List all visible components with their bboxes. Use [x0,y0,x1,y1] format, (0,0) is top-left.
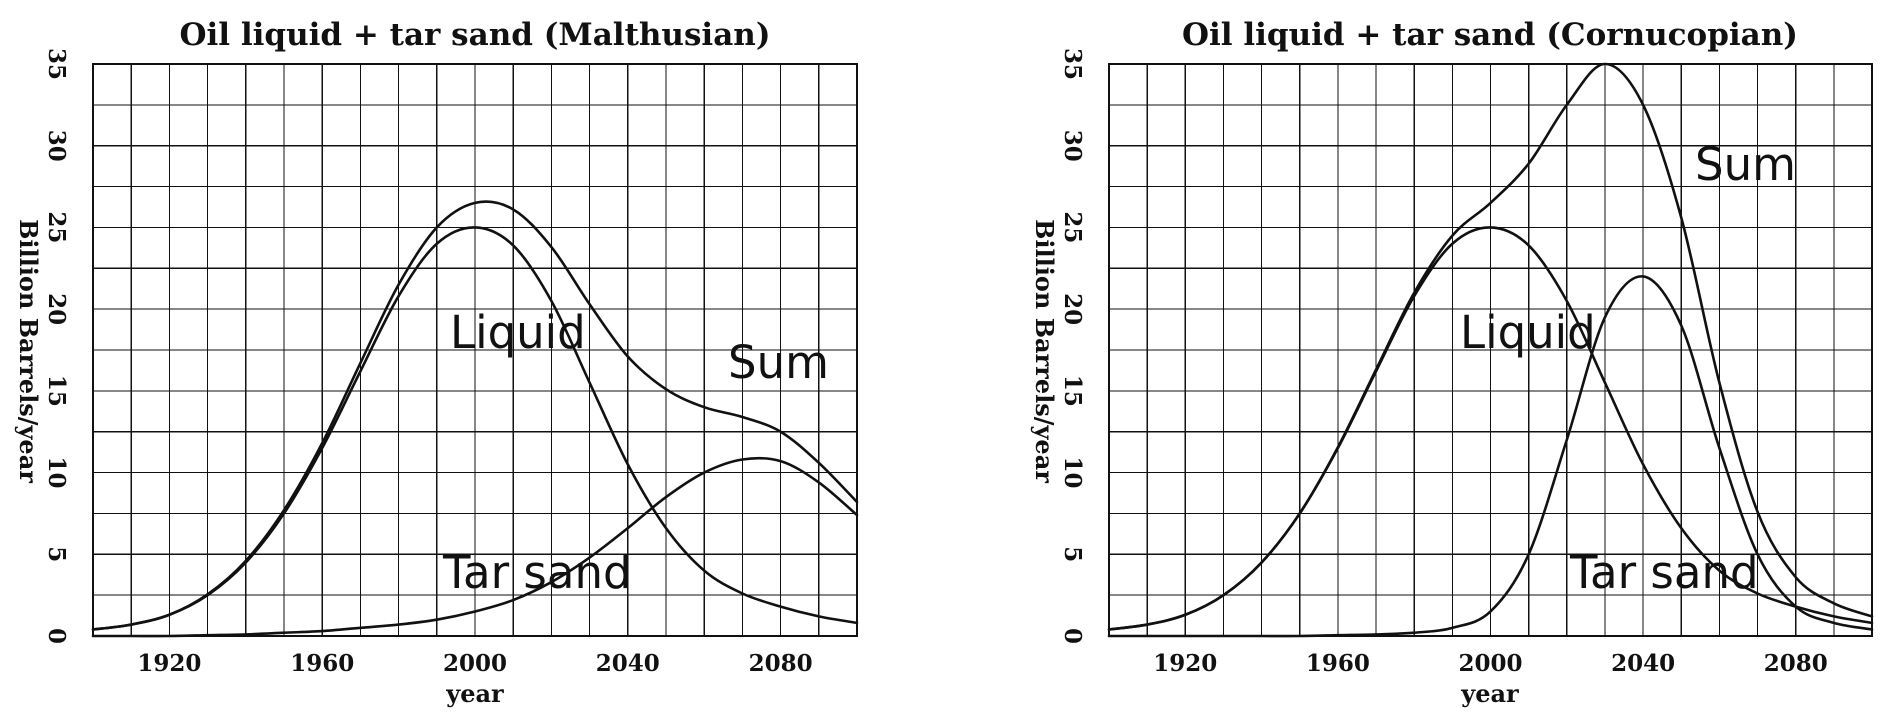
cornucopian-y-tick-label: 30 [1059,130,1086,162]
malthusian-x-tick-label: 2040 [596,650,660,677]
malthusian-sum-annotation: Sum [728,336,829,389]
malthusian-y-tick-label: 5 [43,546,70,562]
cornucopian-liquid-annotation: Liquid [1460,306,1596,359]
cornucopian-y-tick-label: 15 [1059,375,1086,407]
malthusian-x-tick-label: 2000 [443,650,507,677]
cornucopian-tar-sand-annotation: Tar sand [1569,546,1759,599]
malthusian-y-tick-label: 25 [43,211,70,243]
malthusian-y-tick-label: 20 [43,293,70,325]
cornucopian-x-tick-label: 1960 [1306,650,1370,677]
malthusian-annotations: Liquid Sum Tar sand [442,306,829,599]
malthusian-y-axis-label: Billion Barrels/year [14,219,43,483]
cornucopian-y-axis-label: Billion Barrels/year [1030,219,1059,483]
malthusian-chart-title: Oil liquid + tar sand (Malthusian) [180,17,771,53]
cornucopian-y-tick-label: 25 [1059,211,1086,243]
malthusian-x-tick-label: 1960 [290,650,354,677]
malthusian-x-axis-label: year [445,679,504,708]
cornucopian-x-tick-label: 2080 [1764,650,1828,677]
cornucopian-chart-panel: Oil liquid + tar sand (Cornucopian) 1920… [1030,17,1874,708]
malthusian-curves [91,200,859,638]
cornucopian-plot-frame [1107,62,1874,638]
cornucopian-x-axis-label: year [1460,679,1519,708]
cornucopian-y-tick-label: 0 [1059,628,1086,644]
malthusian-axes: 1920 1960 2000 2040 2080 0 5 10 15 20 25 30 35 [43,48,859,677]
cornucopian-y-tick-label: 20 [1059,293,1086,325]
cornucopian-annotations: Liquid Sum Tar sand [1460,138,1796,599]
malthusian-sum-series-line [91,200,859,631]
cornucopian-y-tick-label: 35 [1059,48,1086,80]
cornucopian-sum-annotation: Sum [1695,138,1796,191]
cornucopian-chart-title: Oil liquid + tar sand (Cornucopian) [1182,17,1798,53]
malthusian-y-tick-label: 30 [43,130,70,162]
malthusian-y-tick-label: 0 [43,628,70,644]
malthusian-y-tick-label: 10 [43,457,70,489]
malthusian-tar-sand-series-line [91,456,859,638]
cornucopian-sum-series-line [1107,62,1874,631]
malthusian-chart-panel: Oil liquid + tar sand (Malthusian) 1920 1… [14,17,859,708]
malthusian-plot-frame [91,62,859,638]
malthusian-y-tick-label: 15 [43,375,70,407]
cornucopian-x-tick-label: 2000 [1458,650,1522,677]
cornucopian-axes: 1920 1960 2000 2040 2080 0 5 10 15 20 25 30 35 [1059,48,1874,677]
malthusian-grid [93,64,857,636]
cornucopian-y-tick-label: 10 [1059,457,1086,489]
cornucopian-x-tick-label: 2040 [1611,650,1675,677]
malthusian-x-tick-label: 1920 [137,650,201,677]
malthusian-tar-sand-annotation: Tar sand [442,546,632,599]
cornucopian-x-tick-label: 1920 [1153,650,1217,677]
cornucopian-curves [1107,62,1874,638]
cornucopian-y-tick-label: 5 [1059,546,1086,562]
cornucopian-tar-sand-series-line [1107,275,1874,638]
malthusian-x-tick-label: 2080 [749,650,813,677]
malthusian-y-tick-label: 35 [43,48,70,80]
malthusian-liquid-annotation: Liquid [450,306,586,359]
